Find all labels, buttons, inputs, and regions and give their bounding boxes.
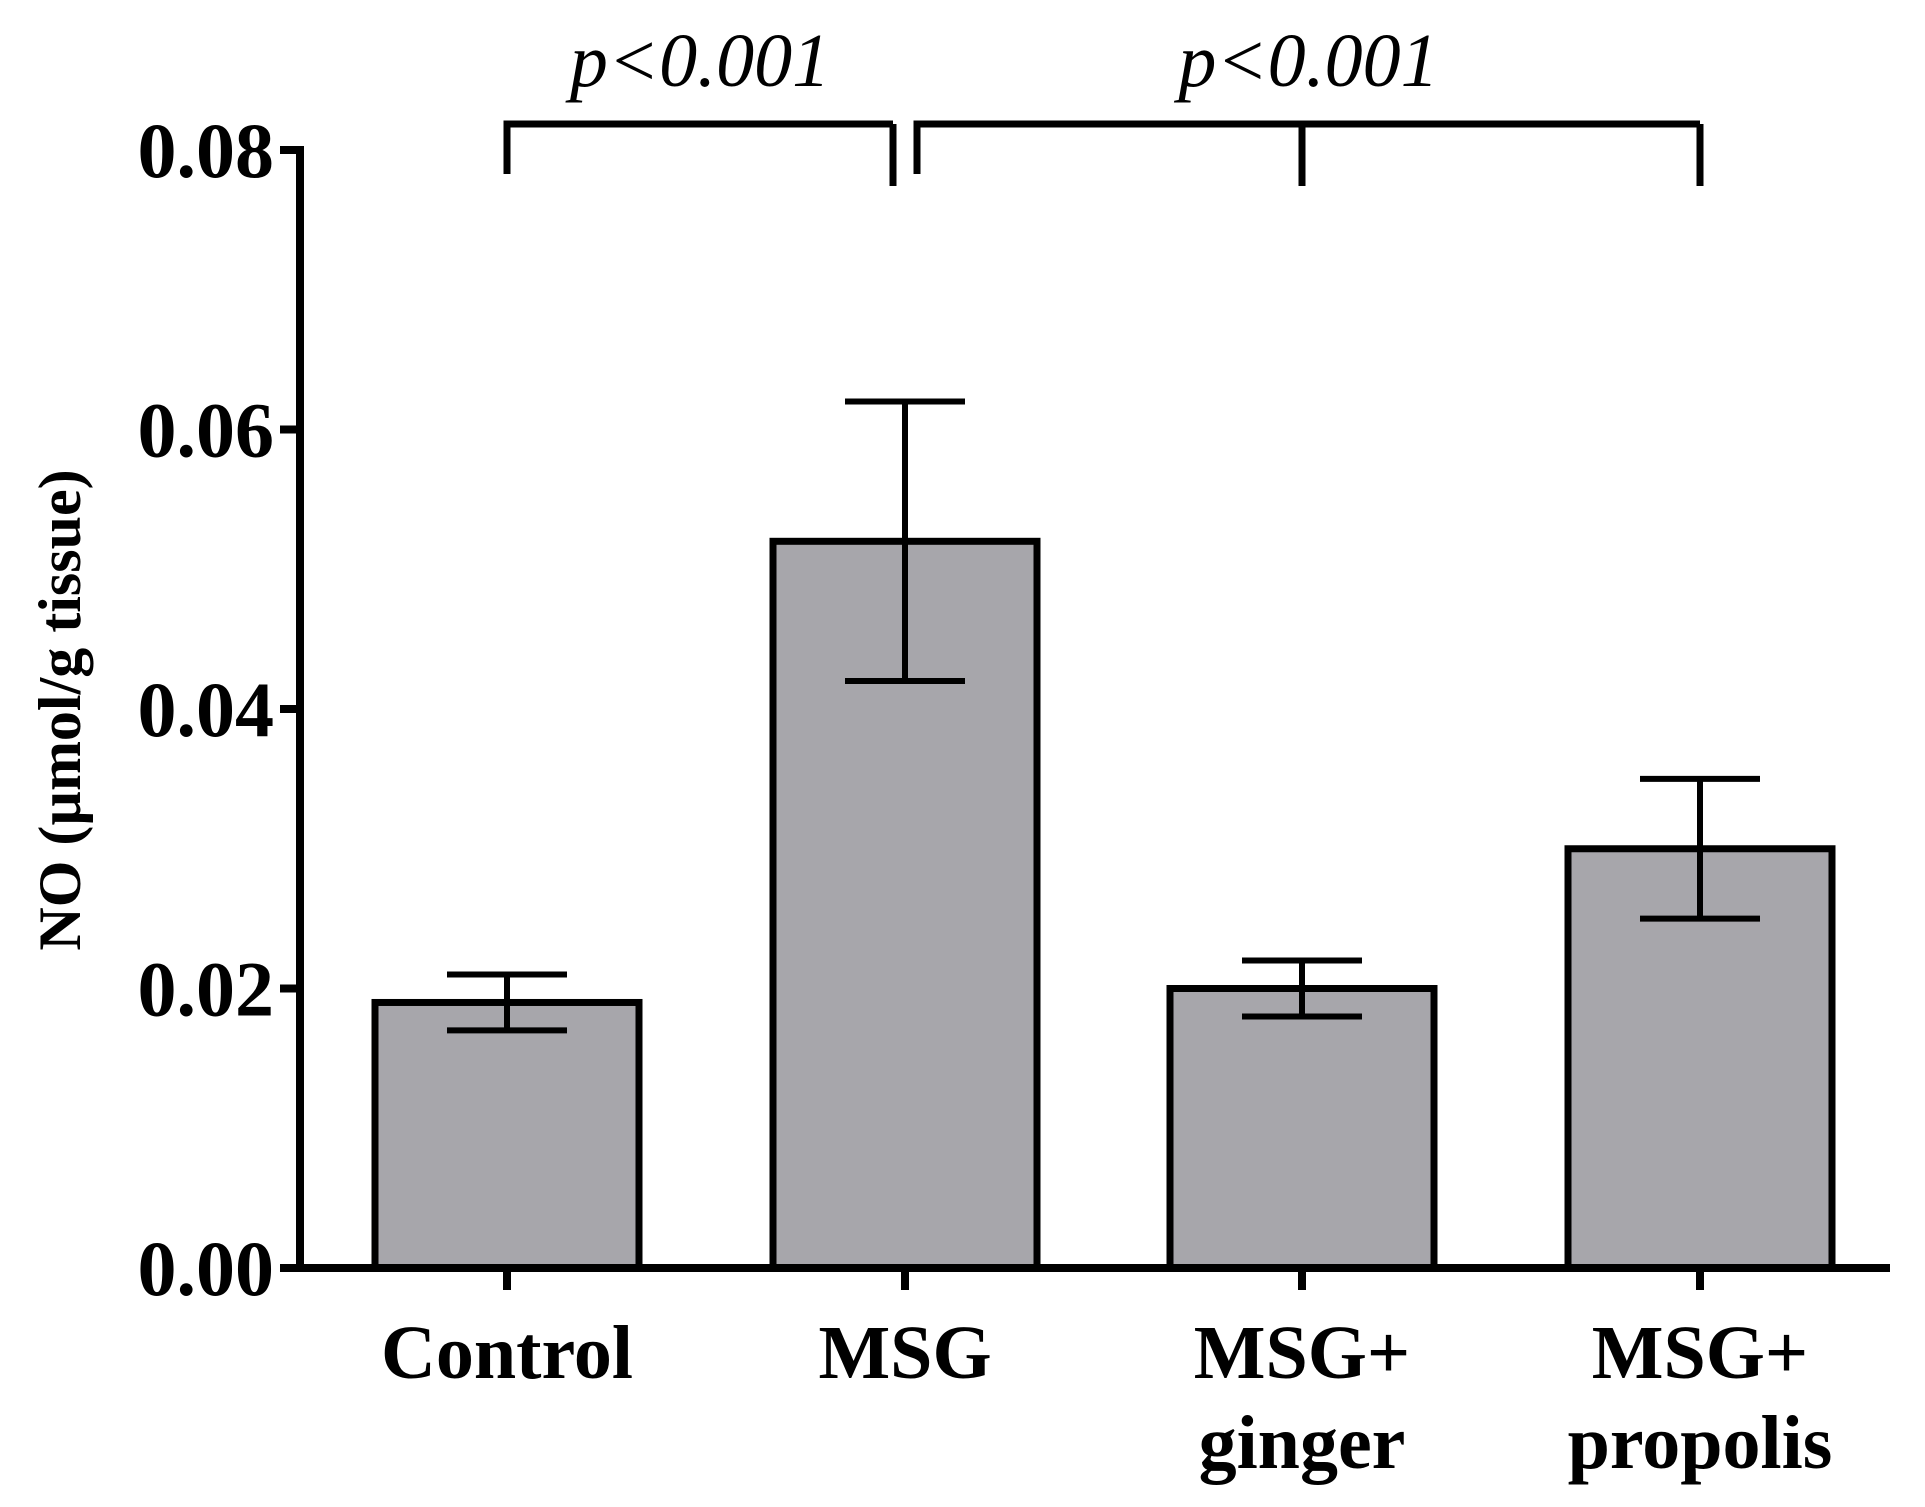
- y-tick-label-2: 0.04: [138, 666, 275, 753]
- significance-bracket-1: [913, 120, 1700, 174]
- significance-bracket-0: [503, 120, 893, 174]
- error-bars-layer: [447, 398, 1760, 1034]
- category-label-3: MSG+: [1592, 1311, 1808, 1395]
- y-tick-label-1: 0.02: [138, 946, 275, 1033]
- category-label-1: MSG: [818, 1311, 991, 1395]
- bar-0: [371, 998, 643, 1272]
- y-ticks-layer: 0.00 0.02 0.04 0.06 0.08: [138, 107, 300, 1312]
- y-tick-label-4: 0.08: [138, 107, 275, 194]
- y-tick-label-0: 0.00: [138, 1225, 275, 1312]
- category-label-2-line2: ginger: [1199, 1401, 1406, 1485]
- category-label-3-line2: propolis: [1568, 1401, 1833, 1485]
- y-axis-title: NO (µmol/g tissue): [27, 469, 93, 950]
- bars-layer: [371, 537, 1836, 1272]
- significance-label-1: p<0.001: [1173, 19, 1438, 103]
- significance-label-0: p<0.001: [565, 19, 830, 103]
- y-tick-label-3: 0.06: [138, 387, 275, 474]
- category-label-0: Control: [381, 1311, 633, 1395]
- bar-2: [1166, 985, 1438, 1272]
- category-label-2: MSG+: [1194, 1311, 1410, 1395]
- significance-layer: p<0.001 p<0.001: [503, 19, 1704, 186]
